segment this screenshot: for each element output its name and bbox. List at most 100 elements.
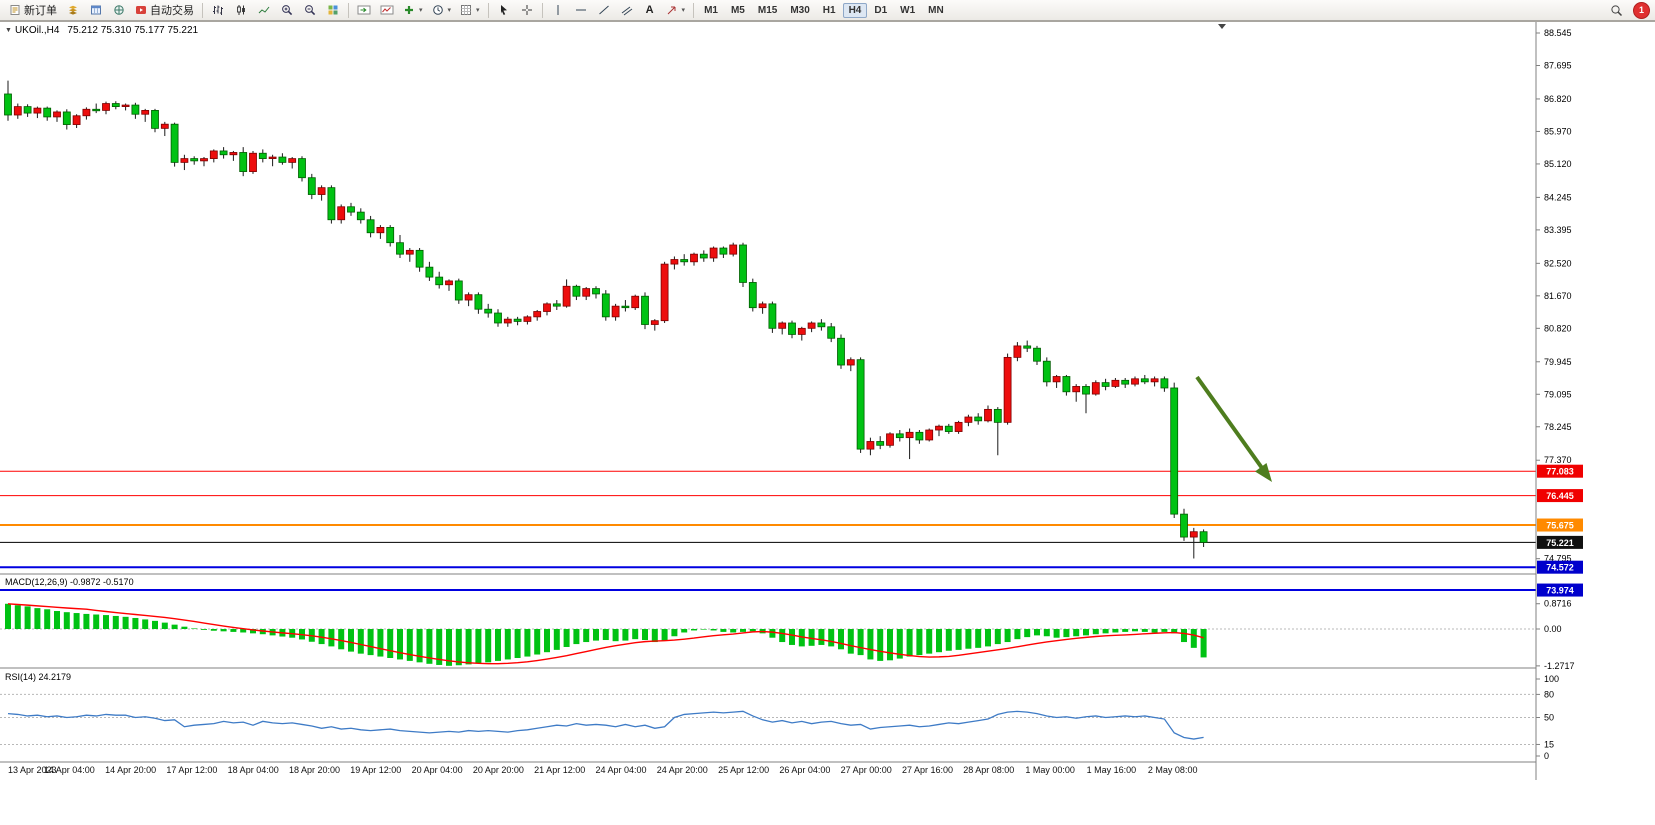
macd-bar: [1083, 629, 1089, 636]
arrows-tool-button[interactable]: ▾: [662, 1, 690, 19]
macd-bar: [710, 629, 717, 631]
horizontal-line-tool-button[interactable]: [570, 1, 592, 19]
macd-bar: [171, 624, 178, 629]
price-tick-label: 80.820: [1544, 323, 1572, 333]
data-window-icon: [90, 4, 102, 16]
candle: [102, 103, 110, 111]
candle: [454, 280, 463, 301]
time-tick-label: 13 Apr 2023: [8, 765, 57, 775]
macd-bar: [436, 629, 443, 665]
timeframe-button-mn[interactable]: MN: [922, 3, 950, 18]
candle: [445, 280, 453, 286]
timeframe-button-m30[interactable]: M30: [784, 3, 815, 18]
candle: [356, 211, 365, 221]
timeframe-button-m5[interactable]: M5: [725, 3, 751, 18]
timeframe-button-d1[interactable]: D1: [868, 3, 893, 18]
chart-shift-marker[interactable]: [1218, 24, 1226, 29]
rsi-tick-label: 0: [1544, 751, 1549, 761]
price-badge: [1537, 489, 1583, 503]
metaeditor-button[interactable]: [62, 1, 84, 19]
candle: [650, 320, 659, 325]
time-tick-label: 20 Apr 20:00: [473, 765, 524, 775]
tile-windows-button[interactable]: [322, 1, 344, 19]
cursor-tool-button[interactable]: [493, 1, 515, 19]
timeframe-button-w1[interactable]: W1: [894, 3, 921, 18]
gold-layers-icon: [67, 4, 79, 16]
data-window-button[interactable]: [85, 1, 107, 19]
candle: [739, 244, 747, 283]
candle-chart-mode-button[interactable]: [230, 1, 252, 19]
time-tick-label: 1 May 16:00: [1087, 765, 1137, 775]
auto-trading-label: 自动交易: [150, 5, 194, 17]
macd-bar: [1161, 629, 1168, 632]
macd-bar: [103, 615, 109, 629]
candle: [415, 249, 424, 268]
auto-trading-button[interactable]: 自动交易: [131, 1, 198, 19]
candle: [895, 433, 904, 439]
macd-bar: [446, 629, 452, 666]
candle: [709, 247, 718, 259]
add-indicator-button[interactable]: ▾: [399, 1, 427, 19]
candle: [141, 110, 150, 115]
candlestick-series: [4, 80, 1208, 559]
trend-arrow-annotation[interactable]: [1195, 375, 1272, 482]
macd-bar: [93, 614, 100, 629]
zoom-out-button[interactable]: [299, 1, 321, 19]
candle: [1131, 378, 1139, 385]
chart-shift-button[interactable]: [376, 1, 398, 19]
timeframe-button-h1[interactable]: H1: [817, 3, 842, 18]
macd-bar: [250, 629, 256, 634]
macd-bar: [1073, 629, 1080, 637]
new-order-button[interactable]: 新订单: [5, 1, 61, 19]
price-axis[interactable]: 88.545 87.695 86.820 85.970 85.120 84.245 83.3…: [1535, 22, 1655, 780]
text-tool-button[interactable]: A: [639, 1, 661, 19]
rsi-line: [7, 710, 1204, 740]
candle: [405, 249, 414, 255]
search-button[interactable]: [1605, 1, 1627, 19]
timeframe-button-h4[interactable]: H4: [842, 2, 868, 18]
toolbar-separator: [693, 2, 695, 18]
macd-bar: [975, 629, 982, 648]
chart-shift-icon: [380, 4, 394, 16]
macd-bar: [181, 626, 188, 629]
candle: [1042, 360, 1051, 383]
candle: [699, 253, 708, 259]
crosshair-tool-button[interactable]: [516, 1, 538, 19]
collapse-icon[interactable]: ▼: [5, 27, 12, 34]
navigator-button[interactable]: [108, 1, 130, 19]
bar-chart-mode-button[interactable]: [207, 1, 229, 19]
macd-bar: [240, 629, 247, 633]
notification-badge[interactable]: 1: [1633, 1, 1650, 19]
auto-scroll-button[interactable]: [353, 1, 375, 19]
macd-bar: [1171, 629, 1178, 634]
macd-bar: [1043, 629, 1050, 637]
candle: [1150, 378, 1159, 383]
rsi-tick-label: 15: [1544, 739, 1554, 749]
vertical-line-tool-button[interactable]: [547, 1, 569, 19]
macd-bar: [387, 629, 394, 658]
timeframe-button-m1[interactable]: M1: [698, 3, 724, 18]
time-tick-label: 27 Apr 16:00: [902, 765, 953, 775]
macd-bar: [1024, 629, 1031, 638]
candle: [1082, 386, 1090, 395]
candle: [592, 288, 600, 295]
candle: [886, 433, 894, 446]
candle: [817, 322, 826, 328]
candle: [435, 276, 444, 286]
timeframe-button-m15[interactable]: M15: [752, 3, 783, 18]
zoom-in-button[interactable]: [276, 1, 298, 19]
candle: [797, 327, 806, 335]
globe-icon: [113, 4, 125, 16]
template-button[interactable]: ▾: [456, 1, 484, 19]
channel-tool-button[interactable]: [616, 1, 638, 19]
trendline-tool-button[interactable]: [593, 1, 615, 19]
candle: [1111, 379, 1120, 387]
macd-bar: [583, 629, 590, 643]
macd-bar: [1102, 629, 1109, 634]
price-tick-label: 85.120: [1544, 159, 1572, 169]
macd-bar: [1122, 629, 1129, 632]
line-chart-mode-button[interactable]: [253, 1, 275, 19]
period-button[interactable]: ▾: [428, 1, 456, 19]
